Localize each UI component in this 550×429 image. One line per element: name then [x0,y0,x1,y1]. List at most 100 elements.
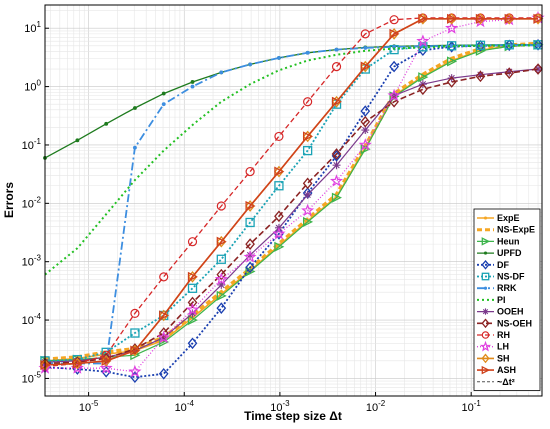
data-point [130,345,141,356]
data-point [190,80,195,84]
legend-item-upfd: UPFD [477,248,522,258]
data-point [505,67,514,76]
data-point [476,70,485,79]
y-axis-label: Errors [2,182,16,218]
legend-marker [481,237,491,246]
y-tick-label: 10-5 [22,370,42,385]
data-point [277,55,281,60]
data-point [533,13,544,24]
legend-item-t: ~Δt² [477,377,515,387]
data-point [416,34,430,47]
data-point [302,145,313,156]
data-point [187,283,198,293]
data-point [331,148,342,160]
data-point [446,12,457,25]
legend-item-ash: ASH [477,365,516,375]
data-point [302,216,314,227]
legend-marker [481,365,491,375]
x-tick-label: 10-4 [175,399,195,414]
data-point [159,272,169,282]
legend-label: ~Δt² [497,377,515,387]
legend-marker [481,331,490,339]
data-point [246,251,255,260]
data-point [274,210,284,223]
data-point [302,130,313,143]
data-point [245,217,255,228]
data-point [214,272,228,285]
data-point [159,310,170,321]
data-point [360,115,371,128]
data-point [360,29,370,39]
data-point [216,201,226,211]
legend-item-ns-df: NS-DF [477,272,525,282]
legend-marker [481,259,490,270]
data-point [418,13,429,24]
data-point [475,13,486,24]
legend-label: NS-DF [497,272,525,282]
data-point [418,72,429,83]
series-line [44,68,539,365]
x-tick-label: 10-2 [366,399,386,414]
data-point [274,131,284,142]
y-tick-label: 10-3 [22,254,42,269]
data-point [187,237,198,247]
legend-item-pi: PI [477,295,506,305]
data-point [361,126,370,135]
tick-labels: 10-5 10-4 10-3 10-2 10-1 10-5 10-4 10-3 10-2 10-1… [22,20,482,414]
legend-marker [482,308,489,315]
data-point [188,309,197,318]
data-point [187,271,198,283]
data-point [449,43,454,48]
legend-label: SH [497,353,510,363]
data-point [217,280,226,289]
x-tick-label: 10-1 [462,399,482,414]
legend-item-ooeh: OOEH [477,307,524,317]
data-point [158,367,169,380]
data-point [104,121,109,126]
y-tick-label: 101 [24,20,41,35]
data-point [533,38,543,51]
data-point [475,70,486,83]
data-point [216,235,227,248]
y-tick-label: 100 [24,79,41,94]
data-point [418,12,428,25]
legend-label: PI [497,295,506,305]
series-layer [38,10,545,384]
x-tick-label: 10-5 [79,399,99,414]
legend-label: RRK [497,283,517,293]
data-point [331,62,342,72]
data-point [302,131,314,142]
data-point [418,83,428,96]
data-point [158,327,169,339]
legend-label: NS-ExpE [497,225,535,235]
data-point [216,302,227,314]
data-point [245,266,256,277]
data-point [504,39,515,52]
data-point [72,358,83,369]
data-point [329,174,344,187]
data-point [274,165,284,178]
data-point [389,15,399,25]
legend-marker [479,340,492,352]
data-point [245,238,255,250]
series-line [44,17,538,368]
data-point [130,328,140,338]
data-point [331,95,342,108]
data-point [272,226,286,240]
data-point [360,61,371,72]
data-point [186,302,200,316]
data-point [101,355,112,366]
data-point [187,337,198,350]
x-axis-label: Time step size Δt [244,409,342,423]
data-point [243,250,257,263]
legend-item-rrk: RRK [477,283,517,293]
data-point [245,200,255,212]
data-point [446,76,457,88]
legend-label: ASH [497,365,516,375]
data-point [475,39,486,52]
data-point [187,296,198,309]
legend-label: UPFD [497,248,522,258]
data-point [133,106,137,110]
